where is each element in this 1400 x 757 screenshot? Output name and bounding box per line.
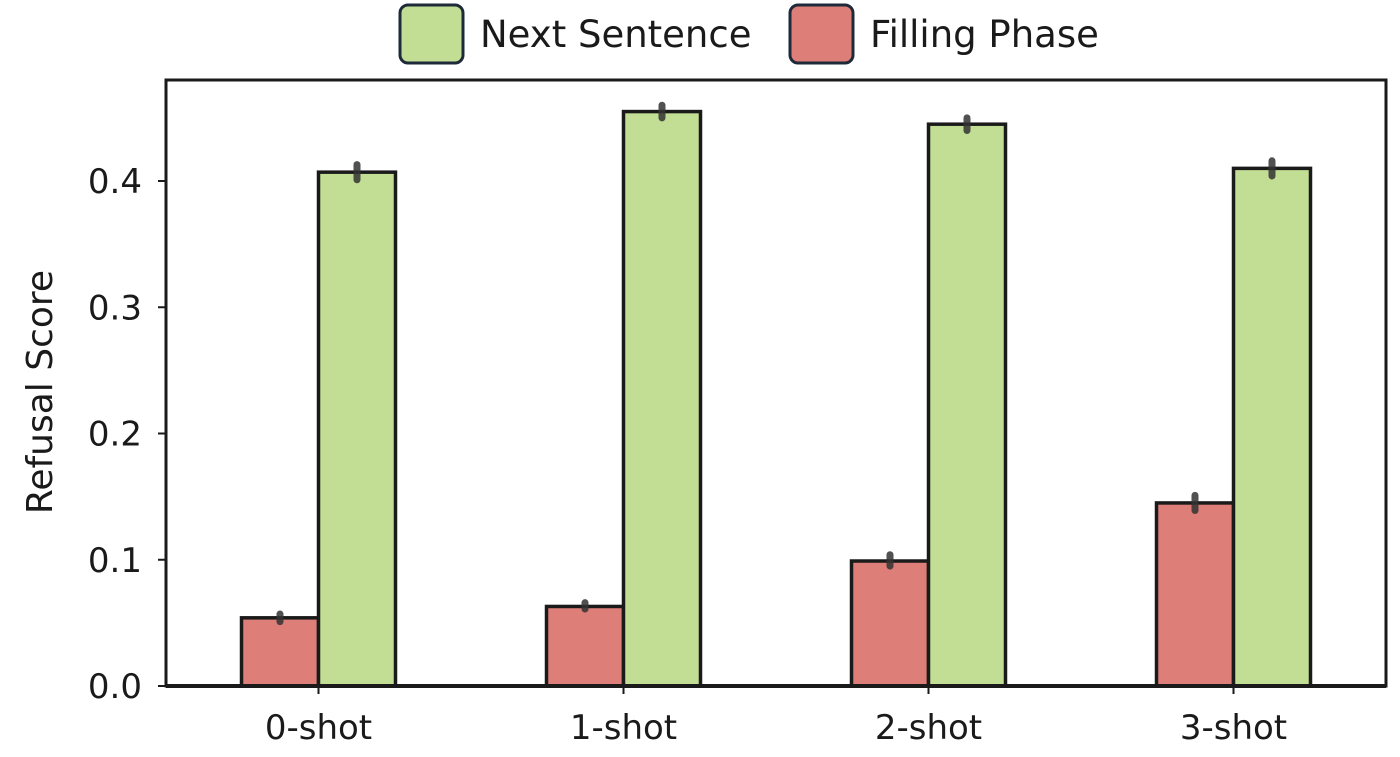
error-bars <box>276 101 1276 626</box>
bar-next-sentence <box>1231 166 1313 688</box>
x-tick-label: 2-shot <box>875 708 982 748</box>
legend-swatch <box>398 3 465 65</box>
legend-label: Next Sentence <box>480 13 751 56</box>
y-axis-title: Refusal Score <box>20 270 61 514</box>
bar-next-sentence <box>926 122 1008 688</box>
bar-filling-phase <box>544 604 626 688</box>
bar-filling-phase <box>239 616 321 688</box>
bar-filling-phase <box>1154 501 1236 688</box>
legend: Next Sentence Filling Phase <box>398 3 1099 65</box>
legend-label: Filling Phase <box>870 13 1099 56</box>
bar-filling-phase <box>849 559 931 688</box>
x-tick-label: 1-shot <box>570 708 677 748</box>
x-axis-ticks: 0-shot 1-shot 2-shot 3-shot <box>265 686 1287 748</box>
bar-next-sentence <box>316 170 398 688</box>
y-tick-label: 0.0 <box>88 667 142 707</box>
y-tick-label: 0.4 <box>88 162 142 202</box>
y-axis-ticks: 0.0 0.1 0.2 0.3 0.4 <box>88 162 166 707</box>
y-tick-label: 0.2 <box>88 415 142 455</box>
bars <box>239 109 1313 688</box>
x-tick-label: 0-shot <box>265 708 372 748</box>
legend-swatch <box>788 3 855 65</box>
y-tick-label: 0.1 <box>88 541 142 581</box>
y-tick-label: 0.3 <box>88 288 142 328</box>
bar-next-sentence <box>621 109 703 688</box>
x-tick-label: 3-shot <box>1180 708 1287 748</box>
